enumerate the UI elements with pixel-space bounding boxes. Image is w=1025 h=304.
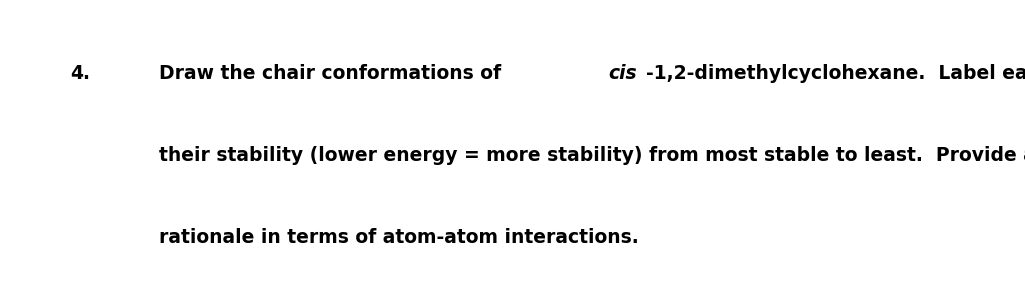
Text: 4.: 4.	[70, 64, 90, 83]
Text: rationale in terms of atom-atom interactions.: rationale in terms of atom-atom interact…	[159, 228, 639, 247]
Text: Draw the chair conformations of: Draw the chair conformations of	[159, 64, 507, 83]
Text: -1,2-dimethylcyclohexane.  Label each and rank: -1,2-dimethylcyclohexane. Label each and…	[646, 64, 1025, 83]
Text: their stability (lower energy = more stability) from most stable to least.  Prov: their stability (lower energy = more sta…	[159, 146, 1025, 165]
Text: cis: cis	[609, 64, 638, 83]
